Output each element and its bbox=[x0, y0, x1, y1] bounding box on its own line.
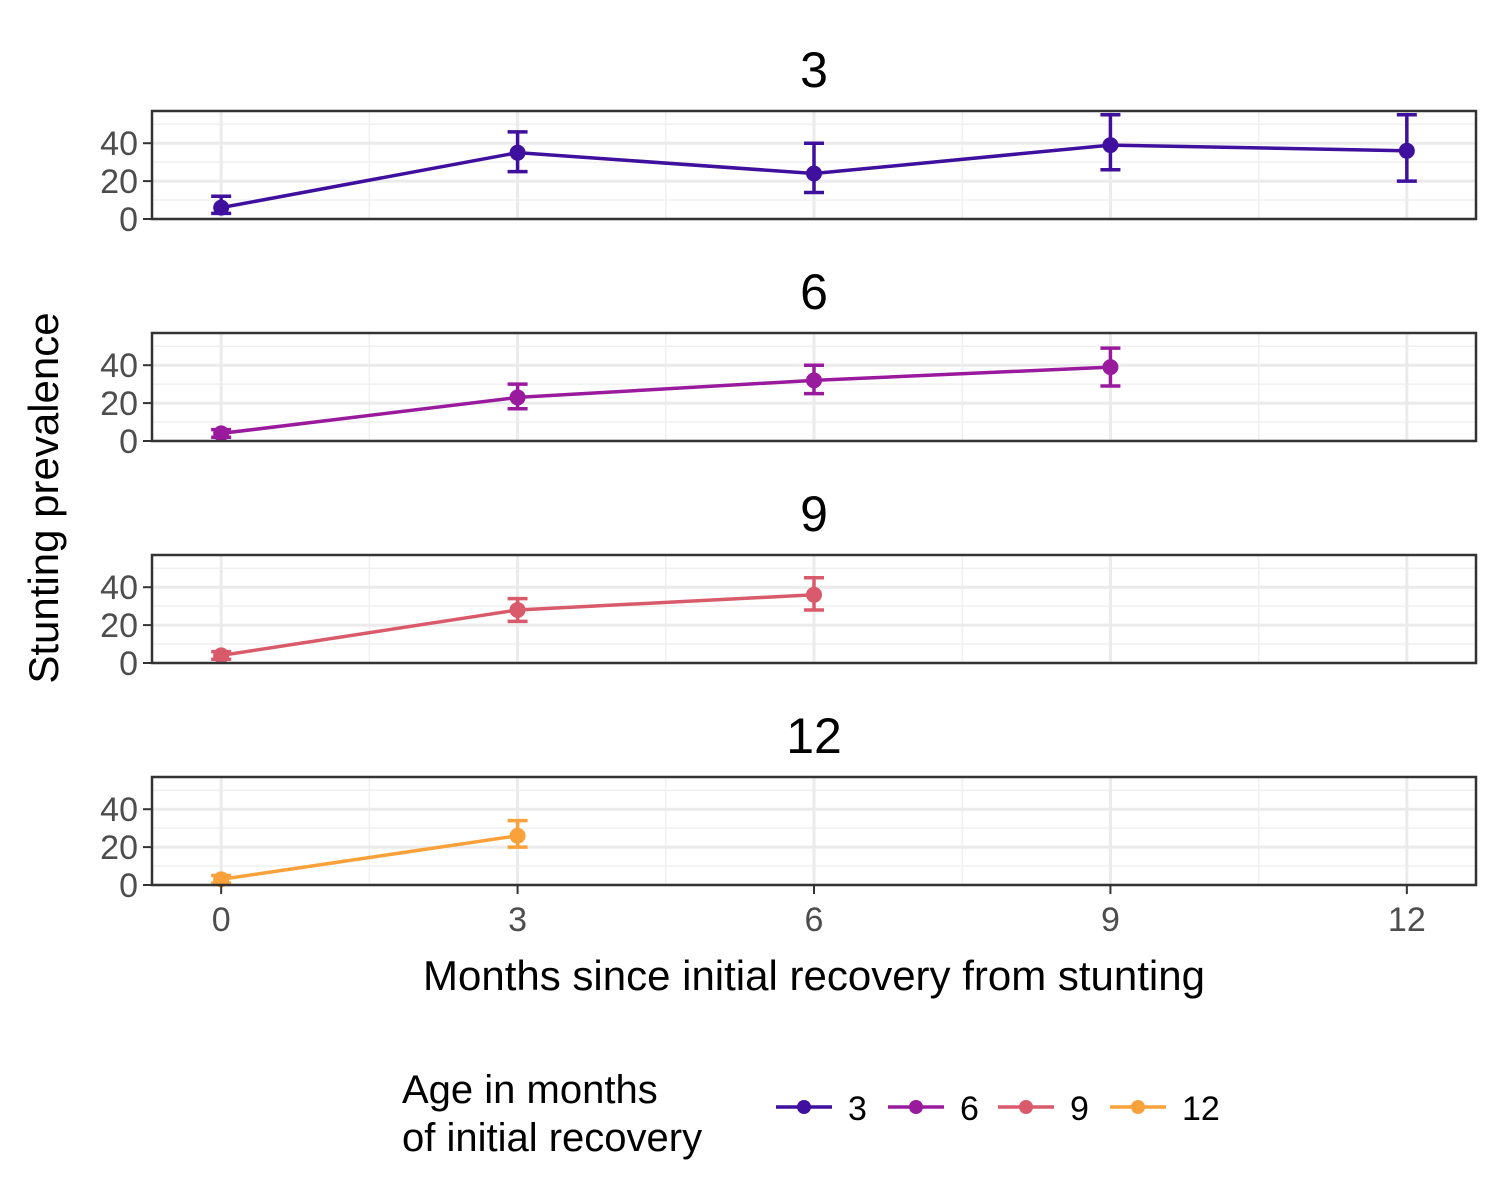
data-point bbox=[1398, 142, 1415, 159]
panel-border bbox=[150, 109, 1478, 221]
y-tick-label: 20 bbox=[100, 385, 138, 423]
y-tick-label: 20 bbox=[100, 163, 138, 201]
data-point bbox=[1102, 359, 1119, 376]
facet-title: 12 bbox=[786, 708, 842, 764]
legend-item-9: 9 bbox=[998, 1090, 1089, 1128]
series-line-6 bbox=[220, 365, 1111, 436]
y-tick-label: 0 bbox=[119, 201, 138, 239]
legend-key-point bbox=[1131, 1100, 1145, 1114]
series-line-12 bbox=[220, 834, 518, 882]
legend-item-6: 6 bbox=[888, 1090, 979, 1128]
y-tick-label: 0 bbox=[119, 867, 138, 905]
data-point bbox=[509, 389, 526, 406]
data-point bbox=[213, 199, 230, 216]
y-tick-label: 40 bbox=[100, 347, 138, 385]
x-axis-title: Months since initial recovery from stunt… bbox=[423, 952, 1205, 999]
legend-item-12: 12 bbox=[1110, 1090, 1220, 1128]
x-tick-label: 6 bbox=[805, 901, 824, 939]
legend-item-3: 3 bbox=[776, 1090, 867, 1128]
legend-label: 12 bbox=[1182, 1090, 1220, 1128]
data-point bbox=[213, 425, 230, 442]
data-point bbox=[509, 827, 526, 844]
legend-key-point bbox=[1019, 1100, 1033, 1114]
y-tick-label: 40 bbox=[100, 125, 138, 163]
legend-key-point bbox=[797, 1100, 811, 1114]
data-point bbox=[806, 372, 822, 389]
legend-label: 3 bbox=[848, 1090, 867, 1128]
x-tick-label: 0 bbox=[212, 901, 231, 939]
x-tick-label: 3 bbox=[508, 901, 527, 939]
data-point bbox=[806, 586, 822, 603]
data-point bbox=[509, 144, 526, 161]
legend-label: 6 bbox=[960, 1090, 979, 1128]
facet-title: 6 bbox=[800, 264, 828, 320]
y-tick-label: 0 bbox=[119, 423, 138, 461]
data-point bbox=[806, 165, 822, 182]
y-tick-label: 0 bbox=[119, 645, 138, 683]
facet-title: 3 bbox=[800, 42, 828, 98]
panel-border bbox=[150, 553, 1478, 665]
data-point bbox=[213, 871, 230, 888]
x-tick-label: 9 bbox=[1101, 901, 1120, 939]
y-tick-label: 40 bbox=[100, 569, 138, 607]
legend-title-line: Age in months bbox=[402, 1068, 658, 1112]
y-tick-label: 20 bbox=[100, 829, 138, 867]
data-point bbox=[213, 647, 230, 664]
y-axis-title: Stunting prevalence bbox=[20, 312, 67, 683]
y-tick-label: 20 bbox=[100, 607, 138, 645]
legend-key-point bbox=[909, 1100, 923, 1114]
data-point bbox=[509, 601, 526, 618]
legend-title-line: of initial recovery bbox=[402, 1116, 702, 1160]
y-tick-label: 40 bbox=[100, 791, 138, 829]
data-point bbox=[1102, 137, 1119, 154]
facet-title: 9 bbox=[800, 486, 828, 542]
x-tick-label: 12 bbox=[1388, 901, 1426, 939]
panel-border bbox=[150, 331, 1478, 443]
legend-label: 9 bbox=[1070, 1090, 1089, 1128]
